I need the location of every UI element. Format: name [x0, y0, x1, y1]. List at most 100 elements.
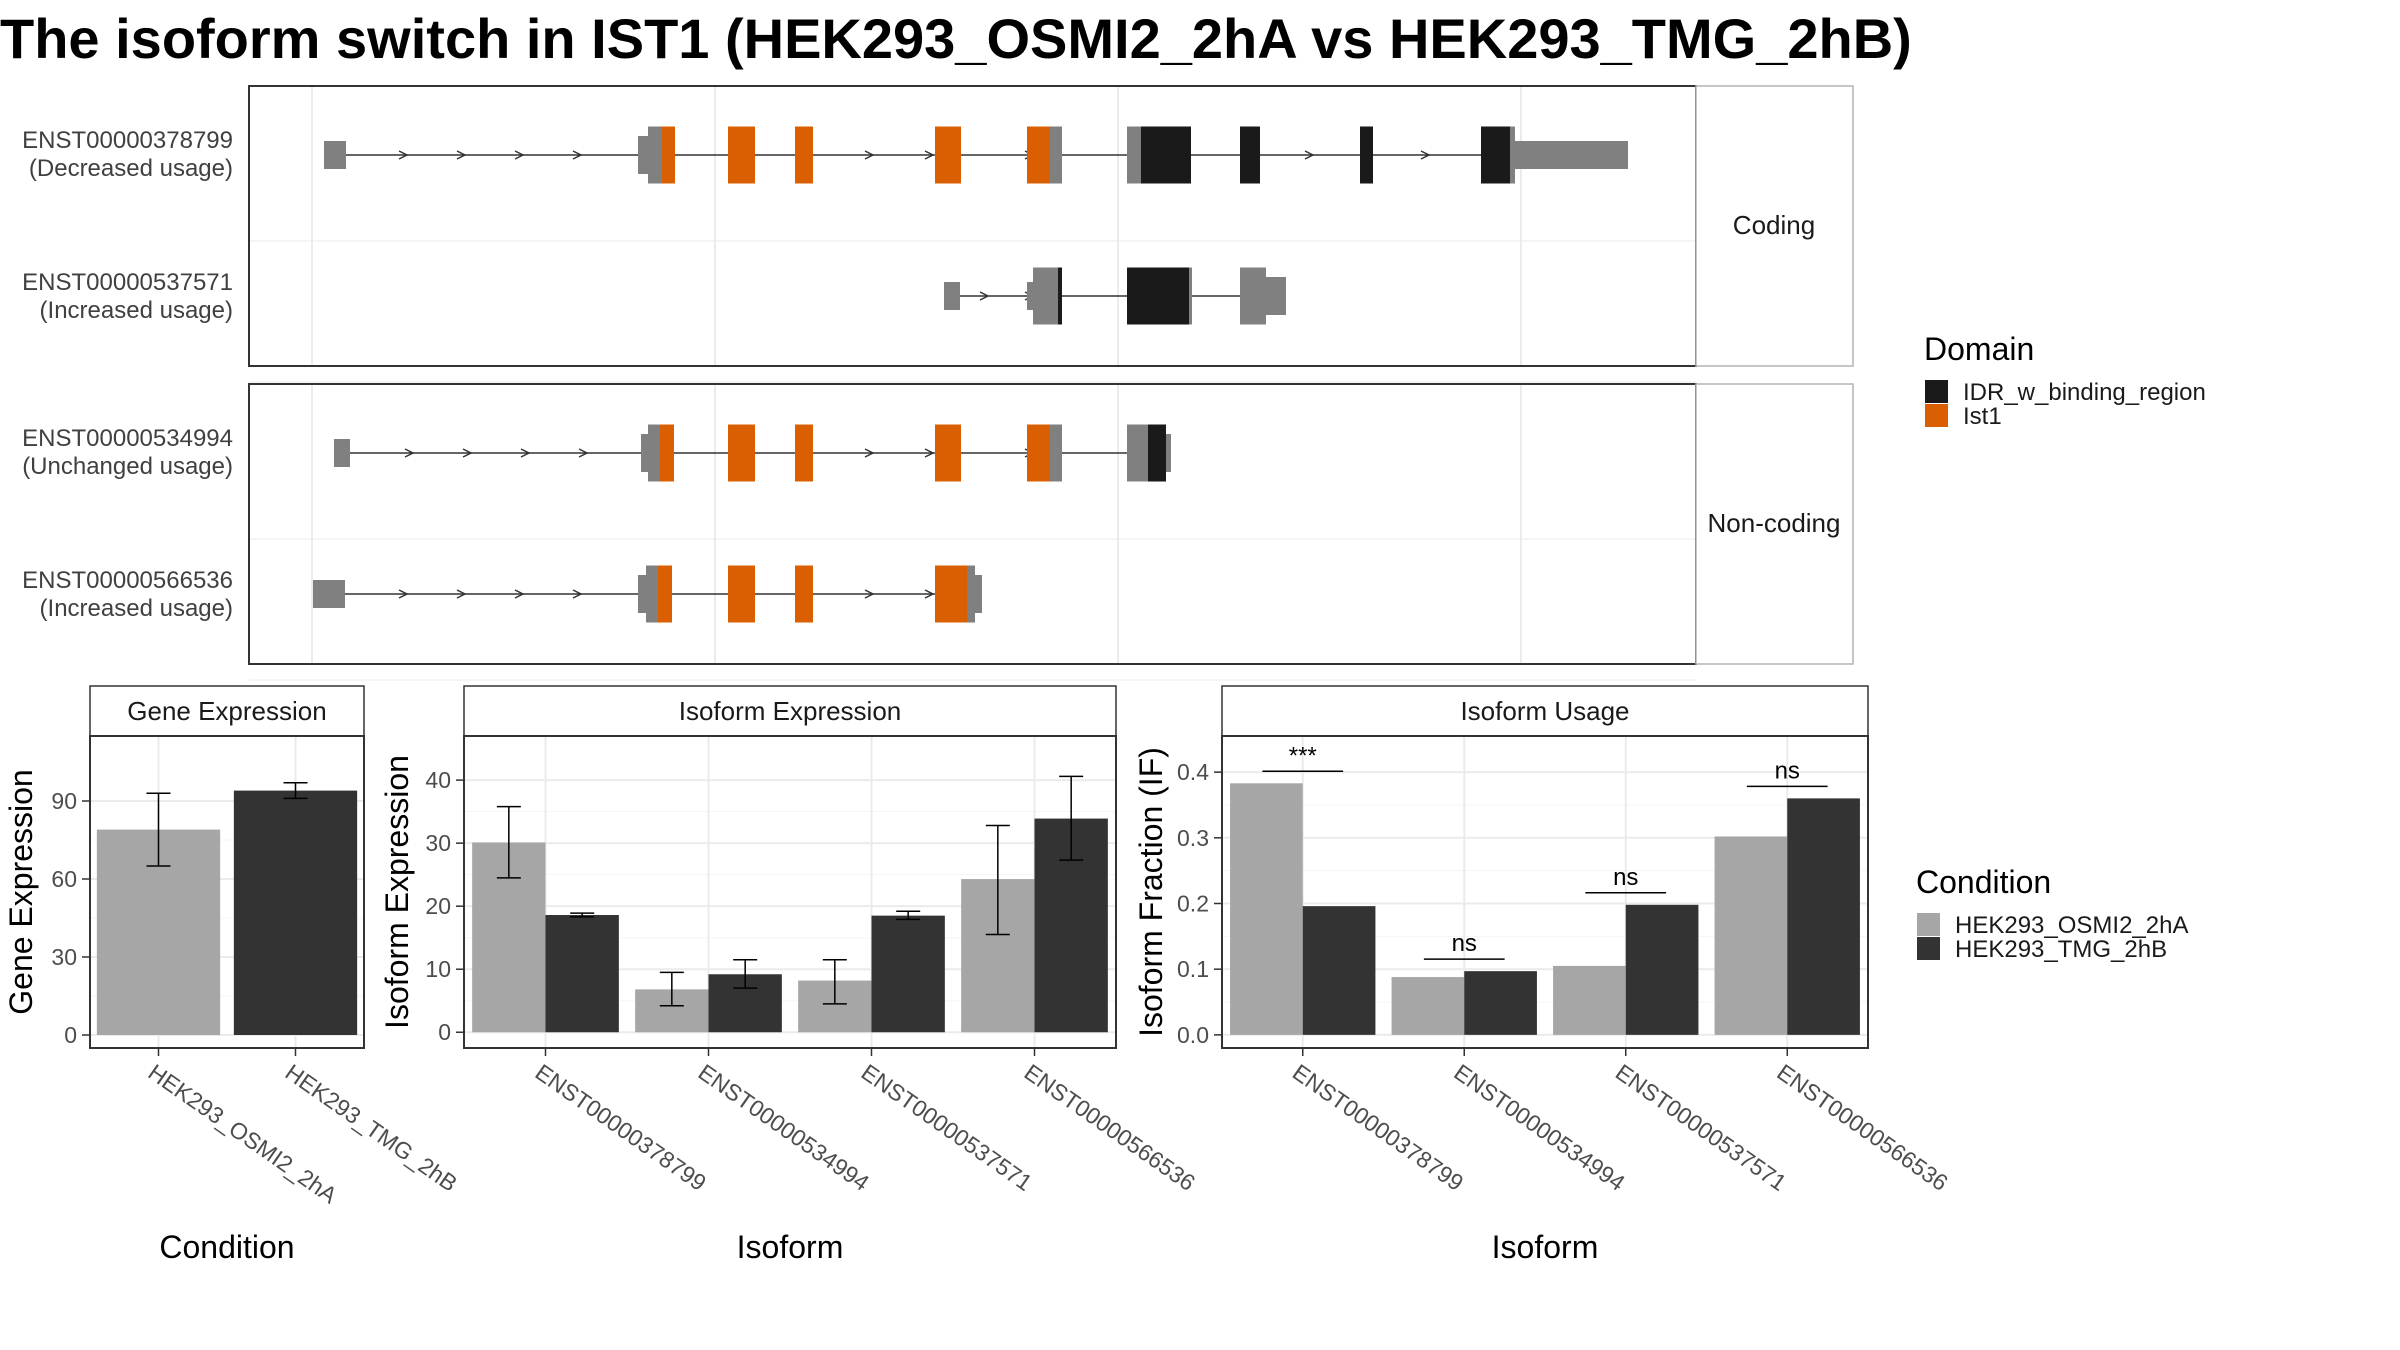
- y-tick-label: 20: [425, 893, 451, 919]
- strand-arrow: [398, 150, 409, 160]
- strand-arrow: [404, 448, 415, 458]
- y-tick-label: 60: [51, 866, 77, 892]
- y-tick-label: 0: [438, 1019, 451, 1045]
- transcript-id-label: ENST00000378799: [22, 127, 233, 154]
- plot-border: [1221, 735, 1869, 1049]
- transcript-id-label: ENST00000566536: [22, 567, 233, 594]
- bar: [1553, 965, 1626, 1035]
- ist1-domain-exon: [795, 424, 813, 482]
- strand-arrow: [462, 448, 473, 458]
- strip-label: Isoform Usage: [1460, 696, 1629, 726]
- y-axis-title: Isoform Fraction (IF): [1133, 747, 1169, 1037]
- bar: [1787, 798, 1860, 1035]
- strand-arrow: [456, 589, 467, 599]
- strip-box: [463, 685, 1117, 737]
- x-axis-title: Condition: [159, 1229, 294, 1265]
- transcript-usage-label: (Increased usage): [40, 297, 233, 324]
- x-tick-label: ENST00000566536: [1772, 1059, 1952, 1196]
- significance-label: ns: [1452, 930, 1477, 957]
- condition-legend: Condition HEK293_OSMI2_2hA HEK293_TMG_2h…: [1916, 864, 2188, 963]
- strand-arrow: [572, 150, 583, 160]
- y-tick-label: 0: [64, 1022, 77, 1048]
- exon: [1127, 424, 1148, 482]
- idr-domain-exon: [1481, 126, 1510, 184]
- y-tick-label: 0.3: [1177, 825, 1209, 851]
- transcript-usage-label: (Increased usage): [40, 595, 233, 622]
- idr-domain-exon: [1058, 267, 1062, 325]
- ist1-domain-exon: [935, 565, 967, 623]
- legend-key-ist1: [1925, 404, 1948, 427]
- condition-legend-title: Condition: [1916, 864, 2051, 900]
- legend-label-idr: IDR_w_binding_region: [1963, 379, 2206, 406]
- strand-arrow: [924, 448, 935, 458]
- strand-arrow: [1304, 150, 1315, 160]
- ist1-domain-exon: [795, 126, 813, 184]
- bar: [233, 790, 358, 1035]
- facet-strip-noncoding: [1695, 383, 1854, 665]
- exon: [1027, 282, 1033, 310]
- figure-title: The isoform switch in IST1 (HEK293_OSMI2…: [0, 7, 1912, 70]
- ist1-domain-exon: [662, 126, 675, 184]
- legend-label-ist1: Ist1: [1963, 403, 2002, 430]
- bar: [1302, 906, 1376, 1035]
- x-tick-label: ENST00000378799: [531, 1059, 711, 1196]
- idr-domain-exon: [1127, 267, 1189, 325]
- significance-label: ns: [1775, 757, 1800, 784]
- bar: [1625, 904, 1699, 1035]
- strand-arrow: [514, 150, 525, 160]
- bar: [545, 915, 619, 1033]
- transcript-usage-label: (Decreased usage): [29, 155, 233, 182]
- exon: [324, 141, 346, 169]
- facet-coding-grid: [249, 86, 1696, 383]
- significance-label: ***: [1289, 742, 1317, 769]
- legend-label-condition-b: HEK293_TMG_2hB: [1955, 936, 2167, 963]
- legend-key-idr: [1925, 380, 1948, 403]
- facet-noncoding-grid: [249, 384, 1696, 681]
- idr-domain-exon: [1148, 424, 1166, 482]
- exon: [646, 565, 658, 623]
- ist1-domain-exon: [935, 424, 961, 482]
- strip-label: Isoform Expression: [679, 696, 902, 726]
- x-axis-title: Isoform: [1492, 1229, 1599, 1265]
- x-tick-label: ENST00000566536: [1020, 1059, 1200, 1196]
- exon: [638, 136, 650, 174]
- bar: [1391, 977, 1465, 1035]
- bar: [1230, 783, 1303, 1035]
- ist1-domain-exon: [728, 565, 755, 623]
- y-tick-label: 30: [51, 944, 77, 970]
- x-tick-label: ENST00000378799: [1288, 1059, 1468, 1196]
- exon: [334, 439, 350, 467]
- significance-label: ns: [1613, 864, 1638, 891]
- isoform-usage-chart: Isoform Usage *** ns ns ns 0.0 0.1 0.2 0.3 0.4 ENS…: [1133, 685, 1953, 1265]
- idr-domain-exon: [1240, 126, 1260, 184]
- domain-legend: Domain IDR_w_binding_region Ist1: [1924, 331, 2206, 430]
- x-tick-label: ENST00000534994: [694, 1059, 875, 1196]
- exon: [944, 282, 960, 310]
- strand-arrow: [979, 291, 990, 301]
- y-axis-title: Isoform Expression: [379, 755, 415, 1029]
- ist1-domain-exon: [728, 424, 755, 482]
- facet-label-coding: Coding: [1733, 210, 1815, 240]
- ist1-domain-exon: [935, 126, 961, 184]
- y-tick-label: 90: [51, 788, 77, 814]
- exon: [967, 565, 975, 623]
- ist1-domain-exon: [795, 565, 813, 623]
- exon: [1512, 141, 1628, 169]
- strip-label: Gene Expression: [127, 696, 326, 726]
- exon: [641, 434, 650, 472]
- x-tick-label: ENST00000534994: [1449, 1059, 1630, 1196]
- exon: [1033, 267, 1058, 325]
- isoform-expression-chart: Isoform Expression 0 10 20 30 40 ENST000003787…: [379, 685, 1200, 1265]
- domain-legend-title: Domain: [1924, 331, 2034, 367]
- facet-coding-transcripts: [324, 126, 1628, 325]
- x-axis-title: Isoform: [737, 1229, 844, 1265]
- exon: [1050, 126, 1062, 184]
- transcript-id-label: ENST00000537571: [22, 269, 233, 296]
- y-axis-title: Gene Expression: [3, 769, 39, 1014]
- exon: [1189, 267, 1192, 325]
- facet-label-noncoding: Non-coding: [1708, 508, 1841, 538]
- facet-coding-panel: [249, 86, 1696, 366]
- idr-domain-exon: [1360, 126, 1373, 184]
- legend-label-condition-a: HEK293_OSMI2_2hA: [1955, 912, 2188, 939]
- exon: [638, 575, 648, 613]
